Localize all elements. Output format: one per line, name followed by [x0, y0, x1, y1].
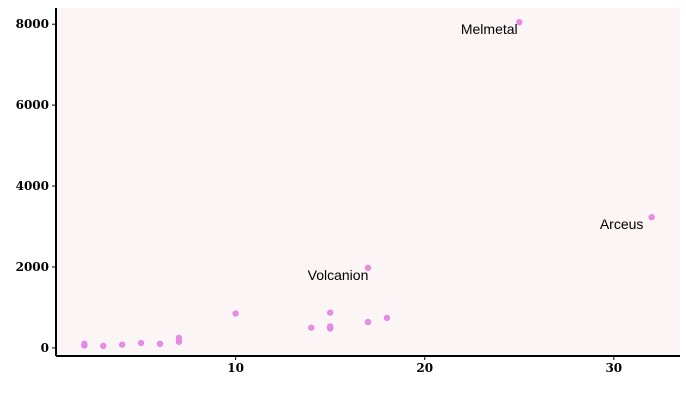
scatter-point: [100, 342, 107, 349]
x-tick-label: 20: [416, 361, 433, 375]
x-tick-label: 10: [227, 361, 244, 375]
y-tick-label: 8000: [16, 17, 49, 31]
scatter-point: [327, 309, 334, 316]
scatter-point: [308, 324, 315, 331]
plot-background: [56, 8, 680, 356]
point-label: Arceus: [600, 216, 644, 232]
scatter-point: [119, 341, 126, 348]
x-tick-label: 30: [605, 361, 622, 375]
points-layer: [81, 19, 655, 349]
scatter-point: [648, 214, 655, 221]
point-labels-layer: Volcanion Melmetal Arceus: [308, 21, 644, 283]
scatter-point: [364, 318, 372, 326]
y-tick-label: 2000: [16, 260, 49, 274]
x-axis-ticks: 10 20 30: [227, 356, 622, 375]
scatter-point: [232, 310, 239, 317]
scatter-point: [81, 340, 88, 347]
scatter-point: [327, 323, 334, 330]
point-label: Melmetal: [461, 21, 518, 37]
scatter-point: [156, 340, 164, 347]
scatter-point: [175, 334, 183, 341]
y-tick-label: 6000: [16, 98, 49, 112]
scatter-point: [364, 264, 372, 271]
scatter-point: [137, 339, 145, 347]
y-tick-label: 4000: [16, 179, 49, 193]
point-label: Volcanion: [308, 267, 369, 283]
y-tick-label: 0: [41, 341, 49, 355]
scatter-point: [516, 19, 523, 26]
scatter-point: [383, 314, 391, 322]
y-axis-ticks: 0 2000 4000 6000 8000: [16, 17, 56, 355]
